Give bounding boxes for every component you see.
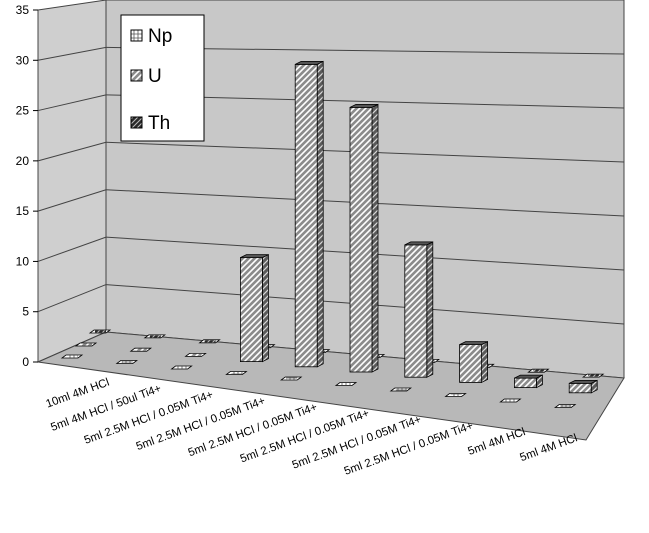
zero-marker-fill — [533, 369, 545, 372]
bar-top — [349, 104, 379, 108]
zero-marker-fill — [121, 361, 133, 363]
bar-u-9 — [568, 379, 598, 394]
bar-u-3 — [239, 254, 269, 363]
y-tick-label: 25 — [16, 104, 30, 118]
bar-front — [404, 244, 428, 378]
gridline-side — [37, 284, 107, 313]
bar-top — [569, 379, 598, 384]
legend-label-th: Th — [148, 113, 170, 134]
gridline-side — [37, 236, 107, 262]
gridline-side — [37, 189, 107, 212]
zero-marker-fill — [190, 353, 202, 356]
x-tick-label: 5ml 4M HCl — [518, 432, 579, 464]
bar-u-5 — [349, 103, 379, 373]
bars — [239, 60, 598, 394]
bar-u-4 — [294, 60, 324, 368]
legend-swatch-u — [130, 69, 143, 82]
bar-front — [239, 257, 263, 362]
zero-marker-fill — [450, 394, 462, 396]
bar-side — [426, 241, 434, 378]
legend-label-u: U — [148, 66, 162, 87]
zero-marker-fill — [505, 399, 517, 402]
legend-swatch-np — [130, 29, 143, 42]
bar-top — [295, 61, 324, 65]
zero-marker-fill — [81, 343, 92, 346]
bar-front — [294, 64, 318, 368]
zero-marker-fill — [588, 374, 600, 377]
gridline-side — [37, 46, 107, 61]
floor — [36, 331, 625, 441]
legend: Np U Th — [120, 14, 205, 142]
zero-marker-fill — [176, 366, 188, 369]
bar-front — [514, 377, 537, 388]
gridline-side — [37, 94, 107, 112]
zero-marker-fill — [204, 340, 216, 343]
bar-side — [316, 60, 324, 368]
legend-swatch-th — [130, 116, 143, 129]
y-tick-label: 15 — [16, 204, 30, 218]
bar-front — [459, 344, 483, 383]
y-tick-label: 35 — [16, 3, 30, 17]
bar-top — [459, 341, 488, 346]
zero-marker-fill — [135, 348, 147, 351]
zero-marker-fill — [341, 383, 352, 385]
y-tick-label: 20 — [16, 154, 30, 168]
bar-side — [481, 340, 489, 384]
y-tick-label: 5 — [22, 305, 29, 319]
bar-u-6 — [404, 241, 434, 378]
zero-marker-fill — [286, 377, 298, 380]
zero-marker-fill — [149, 335, 161, 338]
gridline-side — [37, 141, 107, 162]
bar-u-7 — [459, 340, 489, 384]
bar-u-8 — [514, 374, 543, 389]
y-tick-label: 10 — [16, 254, 30, 268]
bar-front — [349, 107, 373, 373]
legend-label-np: Np — [148, 26, 172, 47]
bar-top — [514, 374, 543, 379]
zero-marker-fill — [395, 388, 407, 391]
bar-front — [568, 382, 592, 394]
y-axis-ticks: 0 5 10 15 20 25 30 35 — [16, 3, 38, 369]
bar-top — [240, 254, 269, 259]
y-tick-label: 30 — [16, 53, 30, 67]
zero-marker-fill — [560, 405, 572, 407]
bar-top — [404, 241, 433, 246]
zero-marker-fill — [95, 330, 106, 333]
zero-marker-fill — [67, 355, 78, 358]
y-tick-label: 0 — [22, 355, 29, 369]
bar-side — [371, 103, 379, 373]
bar-side — [261, 254, 269, 363]
zero-marker-fill — [231, 372, 243, 374]
